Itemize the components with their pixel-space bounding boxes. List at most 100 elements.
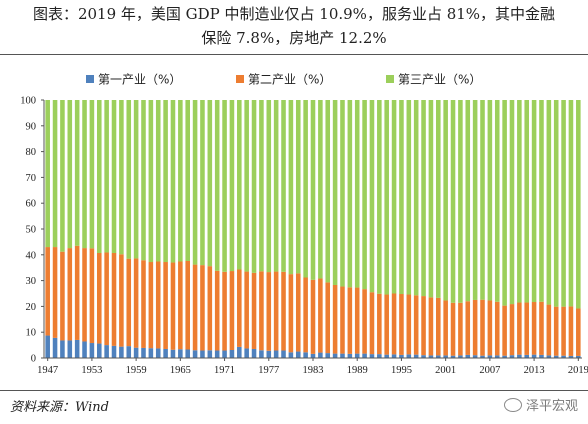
bar-1952-series-3 (82, 100, 87, 249)
bar-1968-series-2 (200, 265, 205, 351)
bar-1960-series-1 (141, 347, 146, 358)
y-tick-label-10: 10 (26, 328, 37, 339)
bar-1985-series-2 (325, 282, 331, 354)
bar-1951-series-2 (74, 245, 80, 340)
bar-1960-series-3 (141, 100, 146, 261)
bar-2012-series-1 (524, 354, 530, 358)
bar-1992-series-3 (377, 100, 382, 294)
bar-1977-series-1 (266, 350, 272, 358)
bar-2009-series-1 (502, 355, 507, 358)
bottom-divider (0, 390, 588, 391)
bar-1955-series-1 (104, 345, 109, 358)
bar-1977-series-3 (266, 100, 272, 273)
bar-1988-series-3 (347, 100, 353, 288)
bar-1962-series-3 (155, 100, 161, 262)
top-divider (0, 54, 588, 55)
bar-1990-series-3 (362, 100, 367, 290)
bar-1974-series-2 (244, 271, 249, 349)
y-tick-label-100: 100 (20, 96, 36, 107)
bar-1986-series-1 (332, 353, 338, 358)
bar-1983-series-1 (310, 353, 316, 358)
source-note: 资料来源：Wind (10, 400, 109, 415)
bar-1959-series-3 (133, 100, 139, 259)
bar-1980-series-1 (288, 352, 294, 358)
bar-1988-series-1 (347, 353, 353, 358)
bar-1966-series-1 (185, 349, 190, 358)
bar-1987-series-3 (340, 100, 345, 287)
bar-2014-series-1 (539, 354, 544, 358)
bar-2006-series-3 (480, 100, 485, 300)
bar-2012-series-3 (524, 100, 530, 303)
bar-1957-series-1 (119, 346, 124, 358)
bar-1961-series-1 (148, 348, 154, 358)
bar-2004-series-1 (465, 354, 471, 358)
bar-1984-series-2 (318, 278, 323, 353)
bar-1973-series-3 (237, 100, 242, 270)
bar-2011-series-1 (517, 354, 522, 358)
chart-title: 图表：2019 年，美国 GDP 中制造业仅占 10.9%，服务业占 81%，其… (0, 0, 588, 54)
bar-2008-series-2 (494, 301, 500, 356)
bar-1976-series-2 (259, 271, 264, 351)
bar-2018-series-3 (568, 100, 574, 307)
bar-2008-series-1 (494, 355, 500, 358)
bar-1962-series-2 (155, 261, 161, 349)
bar-2018-series-2 (568, 306, 574, 356)
bar-1961-series-3 (148, 100, 154, 263)
bar-1969-series-2 (207, 266, 213, 351)
bar-1976-series-3 (259, 100, 264, 272)
bar-1949-series-1 (60, 340, 65, 358)
bar-1982-series-3 (303, 100, 308, 278)
y-tick-label-90: 90 (26, 121, 37, 132)
bar-1997-series-1 (413, 354, 419, 358)
bar-2007-series-3 (487, 100, 493, 301)
x-tick-label-1989: 1989 (347, 365, 368, 376)
bar-1990-series-1 (362, 353, 367, 358)
y-tick-label-30: 30 (26, 276, 37, 287)
bar-2019-series-1 (576, 355, 581, 358)
bar-1957-series-3 (119, 100, 124, 255)
bar-1992-series-2 (377, 293, 382, 355)
bar-1949-series-2 (60, 251, 65, 341)
bar-1960-series-2 (141, 260, 146, 348)
bar-1995-series-3 (399, 100, 404, 295)
x-tick-label-1983: 1983 (303, 365, 324, 376)
bar-1993-series-3 (384, 100, 389, 295)
bar-1979-series-3 (281, 100, 286, 272)
bar-1950-series-1 (67, 340, 73, 358)
bar-2009-series-3 (502, 100, 507, 306)
bar-2011-series-3 (517, 100, 522, 303)
bar-1964-series-1 (170, 349, 176, 358)
bar-2000-series-3 (436, 100, 441, 298)
bar-1997-series-2 (413, 295, 419, 355)
bar-1981-series-2 (295, 273, 301, 352)
bar-1994-series-1 (391, 354, 397, 358)
bar-1978-series-2 (273, 271, 279, 351)
bar-1966-series-2 (185, 260, 190, 350)
bar-1967-series-1 (192, 350, 198, 358)
bar-1974-series-1 (244, 348, 249, 358)
bar-1969-series-1 (207, 350, 213, 358)
bar-1965-series-1 (178, 349, 183, 358)
bar-1954-series-2 (96, 252, 102, 344)
bar-1978-series-3 (273, 100, 279, 272)
bar-1996-series-1 (406, 354, 412, 358)
bar-1964-series-2 (170, 262, 176, 350)
bar-2013-series-2 (531, 302, 537, 355)
legend-label-3: 第三产业（%） (398, 73, 481, 87)
bar-1989-series-1 (354, 353, 360, 358)
bar-1950-series-2 (67, 248, 73, 341)
bar-1948-series-2 (52, 247, 58, 338)
x-tick-label-2007: 2007 (479, 365, 500, 376)
bar-1959-series-2 (133, 258, 139, 348)
bar-1999-series-2 (428, 297, 434, 356)
legend-label-1: 第一产业（%） (98, 73, 181, 87)
bar-1956-series-2 (111, 252, 117, 346)
x-tick-label-1959: 1959 (126, 365, 147, 376)
x-tick-label-1971: 1971 (214, 365, 235, 376)
bar-1969-series-3 (207, 100, 213, 267)
y-tick-label-60: 60 (26, 199, 37, 210)
bar-2003-series-1 (458, 355, 463, 358)
bar-2000-series-1 (436, 355, 441, 358)
bar-1971-series-3 (222, 100, 227, 272)
wechat-icon (503, 397, 522, 412)
